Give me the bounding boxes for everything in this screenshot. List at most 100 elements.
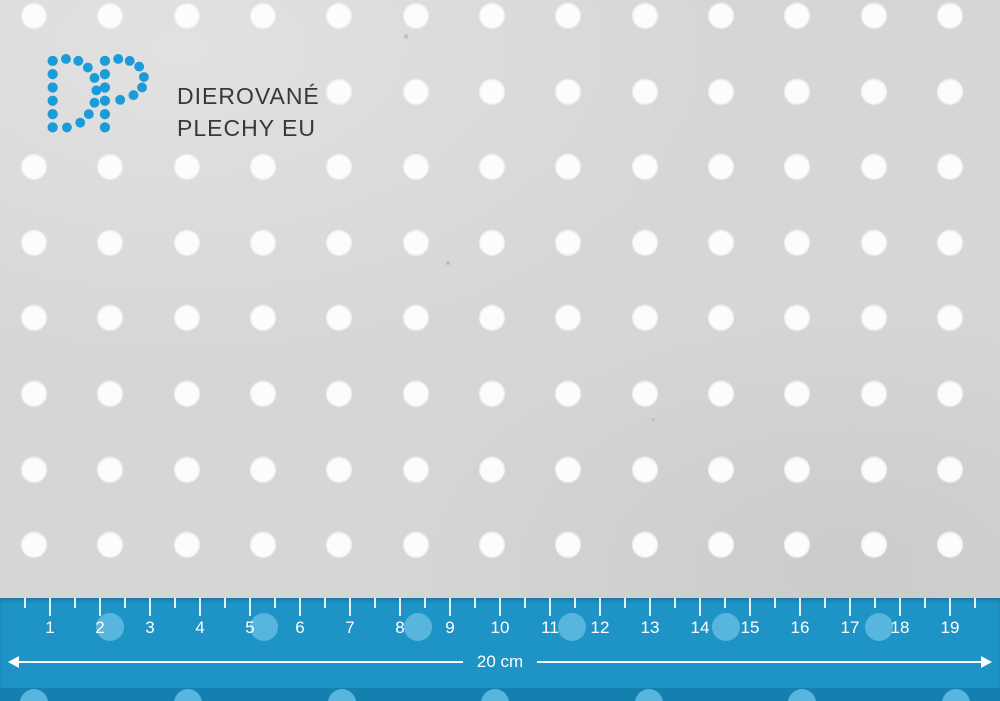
width-label: 20 cm	[476, 652, 524, 671]
ruler-number: 11	[541, 618, 559, 637]
sheet-hole	[784, 380, 811, 406]
ruler-tick-major	[899, 598, 901, 616]
sheet-hole	[402, 153, 429, 180]
sheet-hole	[326, 455, 353, 482]
sheet-hole	[478, 77, 505, 104]
ruler-tick-major	[299, 598, 301, 616]
ruler-number: 19	[940, 618, 960, 637]
sheet-hole	[21, 153, 47, 180]
surface-speck	[404, 34, 408, 39]
sheet-hole	[707, 228, 734, 255]
ruler-tick-major	[649, 598, 651, 616]
ruler-tick-major	[799, 598, 801, 616]
sheet-hole	[21, 2, 47, 28]
sheet-hole	[555, 228, 582, 255]
sheet-hole	[173, 380, 200, 406]
ruler-tick-minor	[374, 598, 376, 608]
sheet-hole	[21, 304, 47, 331]
ruler-tick-minor	[574, 598, 576, 608]
sheet-hole	[860, 2, 887, 28]
sheet-hole	[707, 304, 734, 331]
sheet-hole	[555, 380, 582, 406]
sheet-hole	[478, 2, 505, 28]
sheet-hole	[707, 2, 734, 28]
sheet-hole	[402, 77, 429, 104]
sheet-hole	[555, 304, 582, 331]
sheet-hole	[936, 77, 963, 104]
brand-wordmark: DIEROVANÉ PLECHY EU	[177, 80, 320, 144]
ruler-number: 7	[345, 618, 355, 637]
sheet-hole	[97, 455, 124, 482]
sheet-hole	[478, 228, 505, 255]
sheet-hole	[860, 77, 887, 104]
arrow-left-icon	[8, 656, 19, 668]
sheet-hole	[97, 304, 124, 331]
ruler-hole-dot	[96, 613, 124, 641]
ruler-number: 17	[840, 618, 860, 637]
sheet-hole	[326, 77, 353, 104]
ruler-hole-dot	[328, 689, 356, 701]
sheet-hole	[402, 531, 429, 558]
dp-logo-icon	[47, 54, 149, 133]
sheet-hole	[784, 153, 811, 180]
sheet-hole	[860, 304, 887, 331]
brand-line-2: PLECHY EU	[177, 115, 316, 141]
sheet-hole	[402, 228, 429, 255]
sheet-hole	[326, 153, 353, 180]
sheet-hole	[249, 2, 276, 28]
sheet-hole	[97, 531, 124, 558]
ruler-tick-minor	[224, 598, 226, 608]
ruler-tick-minor	[24, 598, 26, 608]
sheet-hole	[249, 153, 276, 180]
sheet-hole	[326, 228, 353, 255]
sheet-hole	[326, 380, 353, 406]
ruler-number: 5	[245, 618, 255, 637]
ruler-number: 12	[590, 618, 610, 637]
sheet-hole	[860, 228, 887, 255]
ruler-hole-dot	[788, 689, 816, 701]
ruler-hole-dot	[635, 689, 663, 701]
sheet-hole	[402, 455, 429, 482]
ruler-tick-major	[499, 598, 501, 616]
sheet-hole	[631, 304, 658, 331]
perforated-sheet	[0, 0, 1000, 598]
sheet-hole	[936, 304, 963, 331]
ruler-number: 15	[740, 618, 760, 637]
ruler-hole-dot	[865, 613, 893, 641]
sheet-hole	[326, 531, 353, 558]
ruler-tick-minor	[74, 598, 76, 608]
ruler-number: 3	[145, 618, 155, 637]
ruler-tick-minor	[274, 598, 276, 608]
sheet-hole	[97, 2, 124, 28]
sheet-hole	[21, 455, 47, 482]
ruler-hole-dot	[481, 689, 509, 701]
ruler-tick-minor	[424, 598, 426, 608]
ruler-hole-dot	[712, 613, 740, 641]
sheet-hole	[784, 304, 811, 331]
sheet-hole	[784, 228, 811, 255]
sheet-hole	[249, 304, 276, 331]
sheet-hole	[936, 153, 963, 180]
ruler-tick-major	[599, 598, 601, 616]
ruler-number: 9	[445, 618, 455, 637]
ruler-tick-major	[549, 598, 551, 616]
ruler-tick-major	[199, 598, 201, 616]
sheet-hole	[326, 304, 353, 331]
sheet-hole	[707, 77, 734, 104]
sheet-hole	[173, 228, 200, 255]
sheet-hole	[478, 455, 505, 482]
ruler-tick-major	[349, 598, 351, 616]
ruler-number: 8	[395, 618, 405, 637]
ruler-number: 10	[490, 618, 510, 637]
ruler-number: 4	[195, 618, 205, 637]
ruler-number: 2	[95, 618, 105, 637]
sheet-hole	[631, 77, 658, 104]
sheet-hole	[784, 2, 811, 28]
ruler-tick-minor	[124, 598, 126, 608]
ruler-hole-dot	[558, 613, 586, 641]
sheet-hole	[860, 380, 887, 406]
sheet-hole	[173, 153, 200, 180]
ruler-tick-minor	[824, 598, 826, 608]
sheet-hole	[21, 380, 47, 406]
sheet-hole	[97, 228, 124, 255]
